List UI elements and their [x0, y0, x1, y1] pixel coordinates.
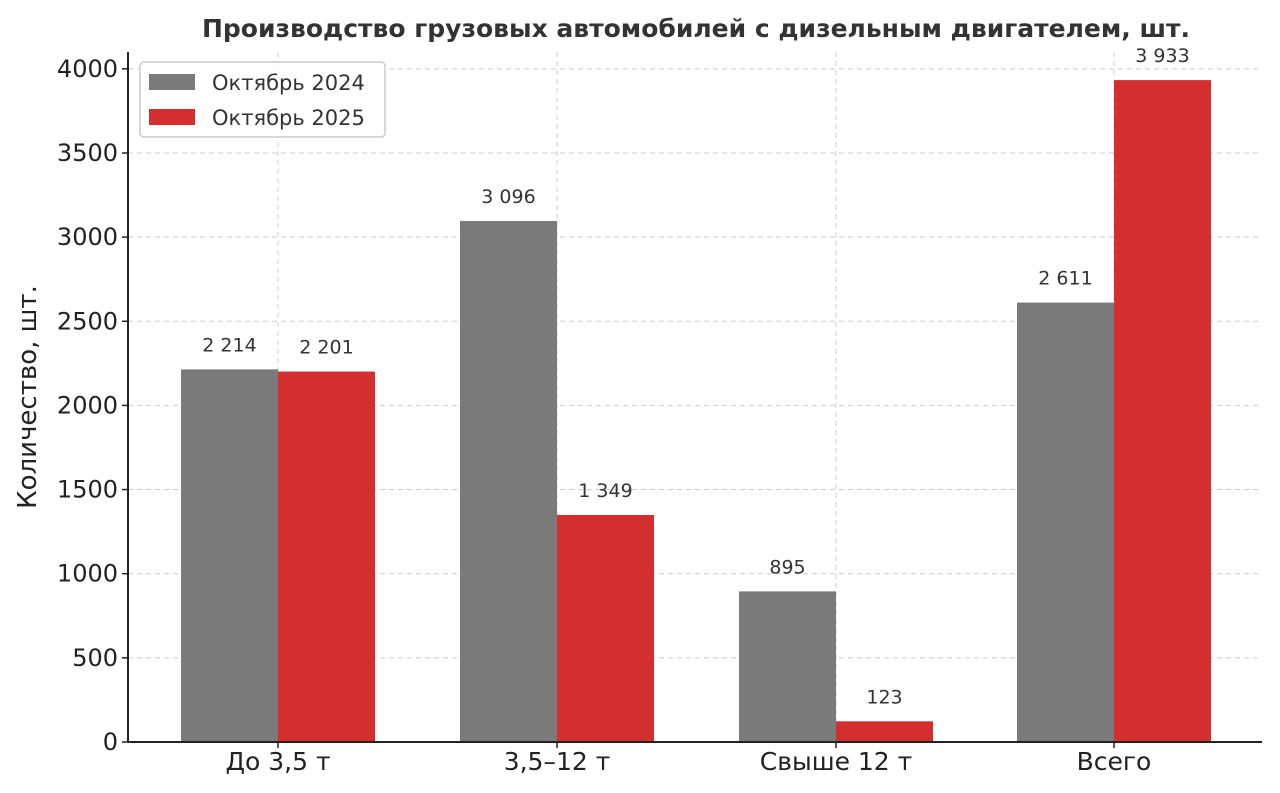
bar-value-label: 2 201: [299, 337, 353, 359]
legend-box: [139, 61, 386, 138]
y-tick-label: 3000: [57, 223, 118, 251]
y-tick-label: 500: [72, 644, 118, 672]
value-labels: 2 214 3 096 895 2 611 2 201 1 349 123 3 933: [202, 45, 1189, 708]
bar-value-label: 2 611: [1038, 268, 1092, 290]
bar-value-label: 3 096: [481, 186, 535, 208]
y-tick-label: 0: [103, 728, 118, 756]
bar-value-label: 2 214: [202, 334, 256, 356]
y-tick-label: 4000: [57, 55, 118, 83]
bar-value-label: 1 349: [578, 480, 632, 502]
bar-value-label: 123: [866, 686, 902, 708]
y-tick-label: 1000: [57, 560, 118, 588]
legend-swatch: [149, 74, 195, 90]
bar-oct-2024-3: [739, 591, 836, 742]
axes: [127, 52, 1262, 743]
bar-value-label: 3 933: [1135, 45, 1189, 67]
bar-oct-2025-3: [836, 721, 933, 742]
legend-label: Октябрь 2025: [212, 106, 365, 130]
chart-title: Производство грузовых автомобилей с дизе…: [202, 14, 1190, 43]
bar-oct-2025-2: [557, 514, 654, 742]
y-tick-label: 1500: [57, 476, 118, 504]
bar-oct-2024-1: [181, 369, 278, 742]
bar-oct-2024-2: [460, 220, 557, 743]
y-axis-label: Количество, шт.: [13, 285, 43, 509]
bar-oct-2024-4: [1017, 302, 1114, 742]
bar-oct-2025-4: [1114, 80, 1211, 743]
y-axis-ticks: 0 500 1000 1500 2000 2500 3000 3500 4000: [57, 55, 128, 756]
legend-label: Октябрь 2024: [212, 71, 365, 95]
bar-value-label: 895: [769, 556, 805, 578]
legend: Октябрь 2024 Октябрь 2025: [139, 61, 386, 138]
y-tick-label: 2500: [57, 307, 118, 335]
x-axis-ticks: До 3,5 т 3,5–12 т Свыше 12 т Всего: [225, 742, 1151, 776]
x-tick-label: Всего: [1077, 747, 1152, 776]
x-tick-label: 3,5–12 т: [504, 747, 611, 776]
x-tick-label: Свыше 12 т: [760, 747, 912, 776]
x-tick-label: До 3,5 т: [225, 747, 330, 776]
bar-oct-2025-1: [278, 371, 375, 742]
bars: [181, 80, 1211, 743]
legend-swatch: [149, 109, 195, 125]
y-tick-label: 2000: [57, 391, 118, 419]
y-tick-label: 3500: [57, 139, 118, 167]
